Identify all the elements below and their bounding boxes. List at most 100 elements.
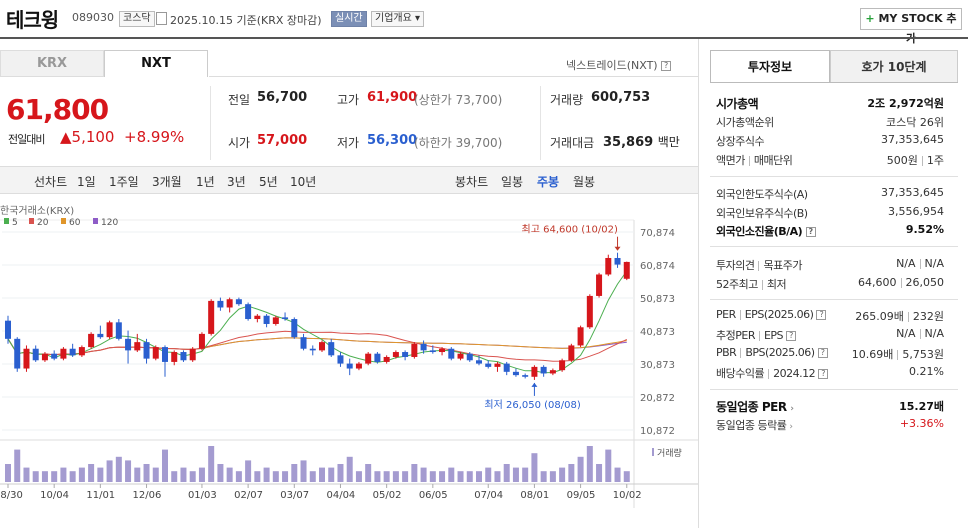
volume-bar [309, 471, 316, 482]
candle-body [577, 327, 584, 346]
foreign-ratio-text: 외국인소진율(B/A) [716, 225, 803, 238]
period-1y[interactable]: 1년 [196, 175, 215, 189]
volume-bar [365, 464, 372, 482]
tab-krx[interactable]: KRX [0, 50, 104, 77]
candle-body [208, 300, 215, 334]
candle-body [23, 348, 30, 369]
52w-row: 52주최고 최저 64,600 26,050 [716, 276, 944, 293]
volume-bar [596, 464, 603, 482]
period-1w[interactable]: 1주일 [109, 175, 139, 189]
market-cap-value: 2조 2,972억원 [867, 97, 944, 110]
add-my-stock-button[interactable]: + MY STOCK 추가 [860, 8, 962, 45]
separator [919, 329, 921, 339]
pbr-bps-date: (2025.06) [765, 346, 815, 359]
candle-body [614, 257, 621, 265]
volume-bar [272, 471, 279, 482]
rank-label: 시가총액순위 [716, 116, 774, 129]
volume-bar [475, 471, 483, 482]
52w-label: 52주최고 최저 [716, 276, 787, 292]
ma5-line [7, 270, 628, 374]
est-eps-label: EPS [763, 329, 784, 342]
volume-bar [439, 471, 446, 482]
industry-rate-label[interactable]: 동일업종 등락률 › [716, 417, 793, 433]
candle-daily[interactable]: 일봉 [501, 175, 524, 189]
volume-bar [568, 464, 575, 482]
period-3y[interactable]: 3년 [227, 175, 246, 189]
tab-nxt[interactable]: NXT [104, 50, 208, 77]
opinion-label: 투자의견 [716, 259, 755, 272]
shares-row: 상장주식수 37,353,645 [716, 133, 944, 150]
industry-per-label[interactable]: 동일업종 PER › [716, 398, 794, 415]
candle-body [272, 317, 279, 324]
dividend-value: 0.21% [909, 365, 944, 378]
y-tick-label: 60,874 [640, 261, 675, 272]
candle-body [512, 371, 519, 376]
per-value: 265.09배 [855, 310, 904, 323]
volume-bar [254, 471, 261, 482]
par-row: 액면가 매매단위 500원 1주 [716, 152, 944, 169]
help-icon[interactable]: ? [805, 227, 816, 237]
est-per-eps-label: 추정PER EPS ? [716, 327, 797, 343]
tab-investment-info[interactable]: 투자정보 [710, 50, 830, 83]
52w-low-value: 26,050 [905, 276, 945, 289]
volume-bar [161, 449, 169, 482]
candle-body [559, 360, 566, 371]
dividend-label: 배당수익률 2024.12 ? [716, 365, 829, 381]
foreign-ratio-row: 외국인소진율(B/A) ? 9.52% [716, 223, 944, 240]
candle-monthly[interactable]: 월봉 [573, 175, 596, 189]
candle-body [4, 320, 12, 339]
candle-body [171, 352, 178, 362]
help-icon[interactable]: ? [661, 61, 672, 71]
help-icon[interactable]: ? [817, 348, 828, 358]
separator [758, 331, 760, 341]
par-value: 500원 [886, 154, 918, 167]
volume-bar [318, 467, 326, 482]
period-5y[interactable]: 5년 [259, 175, 278, 189]
opinion-target-label: 투자의견 목표주가 [716, 257, 802, 273]
volume-bar [448, 467, 455, 482]
candle-body [466, 353, 473, 361]
candle-body [282, 317, 289, 320]
volume-bar [355, 471, 362, 482]
tab-order-book[interactable]: 호가 10단계 [830, 50, 958, 83]
x-tick-label: 12/06 [133, 490, 162, 501]
amount-unit: 백만 [657, 135, 680, 149]
market-cap-label: 시가총액 [716, 97, 759, 111]
candle-body [522, 375, 529, 377]
quote-divider [210, 86, 211, 160]
period-10y[interactable]: 10년 [290, 175, 317, 189]
help-icon[interactable]: ? [816, 310, 827, 320]
candle-body [586, 295, 593, 328]
div-label: 배당수익률 [716, 367, 765, 380]
shares-value: 37,353,645 [881, 133, 944, 146]
company-overview-button[interactable]: 기업개요 ▾ [371, 11, 424, 27]
chart-controls: 선차트 1일 1주일 3개월 1년 3년 5년 10년 봉차트 일봉 주봉 월봉 [0, 166, 698, 194]
help-icon[interactable]: ? [786, 331, 797, 341]
price-chart[interactable]: 70,874 60,874 50,873 40,873 30,873 20,872 10,8… [0, 200, 698, 528]
line-chart-label: 선차트 [34, 175, 68, 189]
help-icon[interactable]: ? [818, 369, 829, 379]
foreign-hold-row: 외국인보유주식수(B) 3,556,954 [716, 205, 944, 222]
change-label: 전일대비 [8, 133, 45, 146]
amount-label: 거래대금 [550, 136, 595, 150]
per-eps-label: PER EPS(2025.06) ? [716, 308, 827, 321]
est-per-row: 추정PER EPS ? N/A N/A [716, 327, 944, 344]
candle-body [60, 348, 67, 359]
period-1d[interactable]: 1일 [77, 175, 96, 189]
quote-date: 2025.10.15 기준(KRX 장마감) [170, 14, 322, 27]
foreign-limit-row: 외국인한도주식수(A) 37,353,645 [716, 186, 944, 203]
right-tab-underline [710, 82, 958, 83]
x-tick-label: 07/04 [474, 490, 503, 501]
par-unit-label: 액면가 매매단위 [716, 152, 793, 168]
par-label: 액면가 [716, 154, 745, 167]
legend-swatch [29, 218, 34, 224]
volume-bar [420, 467, 427, 482]
period-3m[interactable]: 3개월 [152, 175, 182, 189]
chevron-right-icon: › [789, 422, 793, 432]
candle-body [263, 315, 270, 324]
candle-weekly[interactable]: 주봉 [537, 175, 560, 189]
volume-bar [374, 471, 381, 482]
separator [919, 259, 921, 269]
volume-bar [494, 471, 501, 482]
candle-body [115, 322, 122, 339]
